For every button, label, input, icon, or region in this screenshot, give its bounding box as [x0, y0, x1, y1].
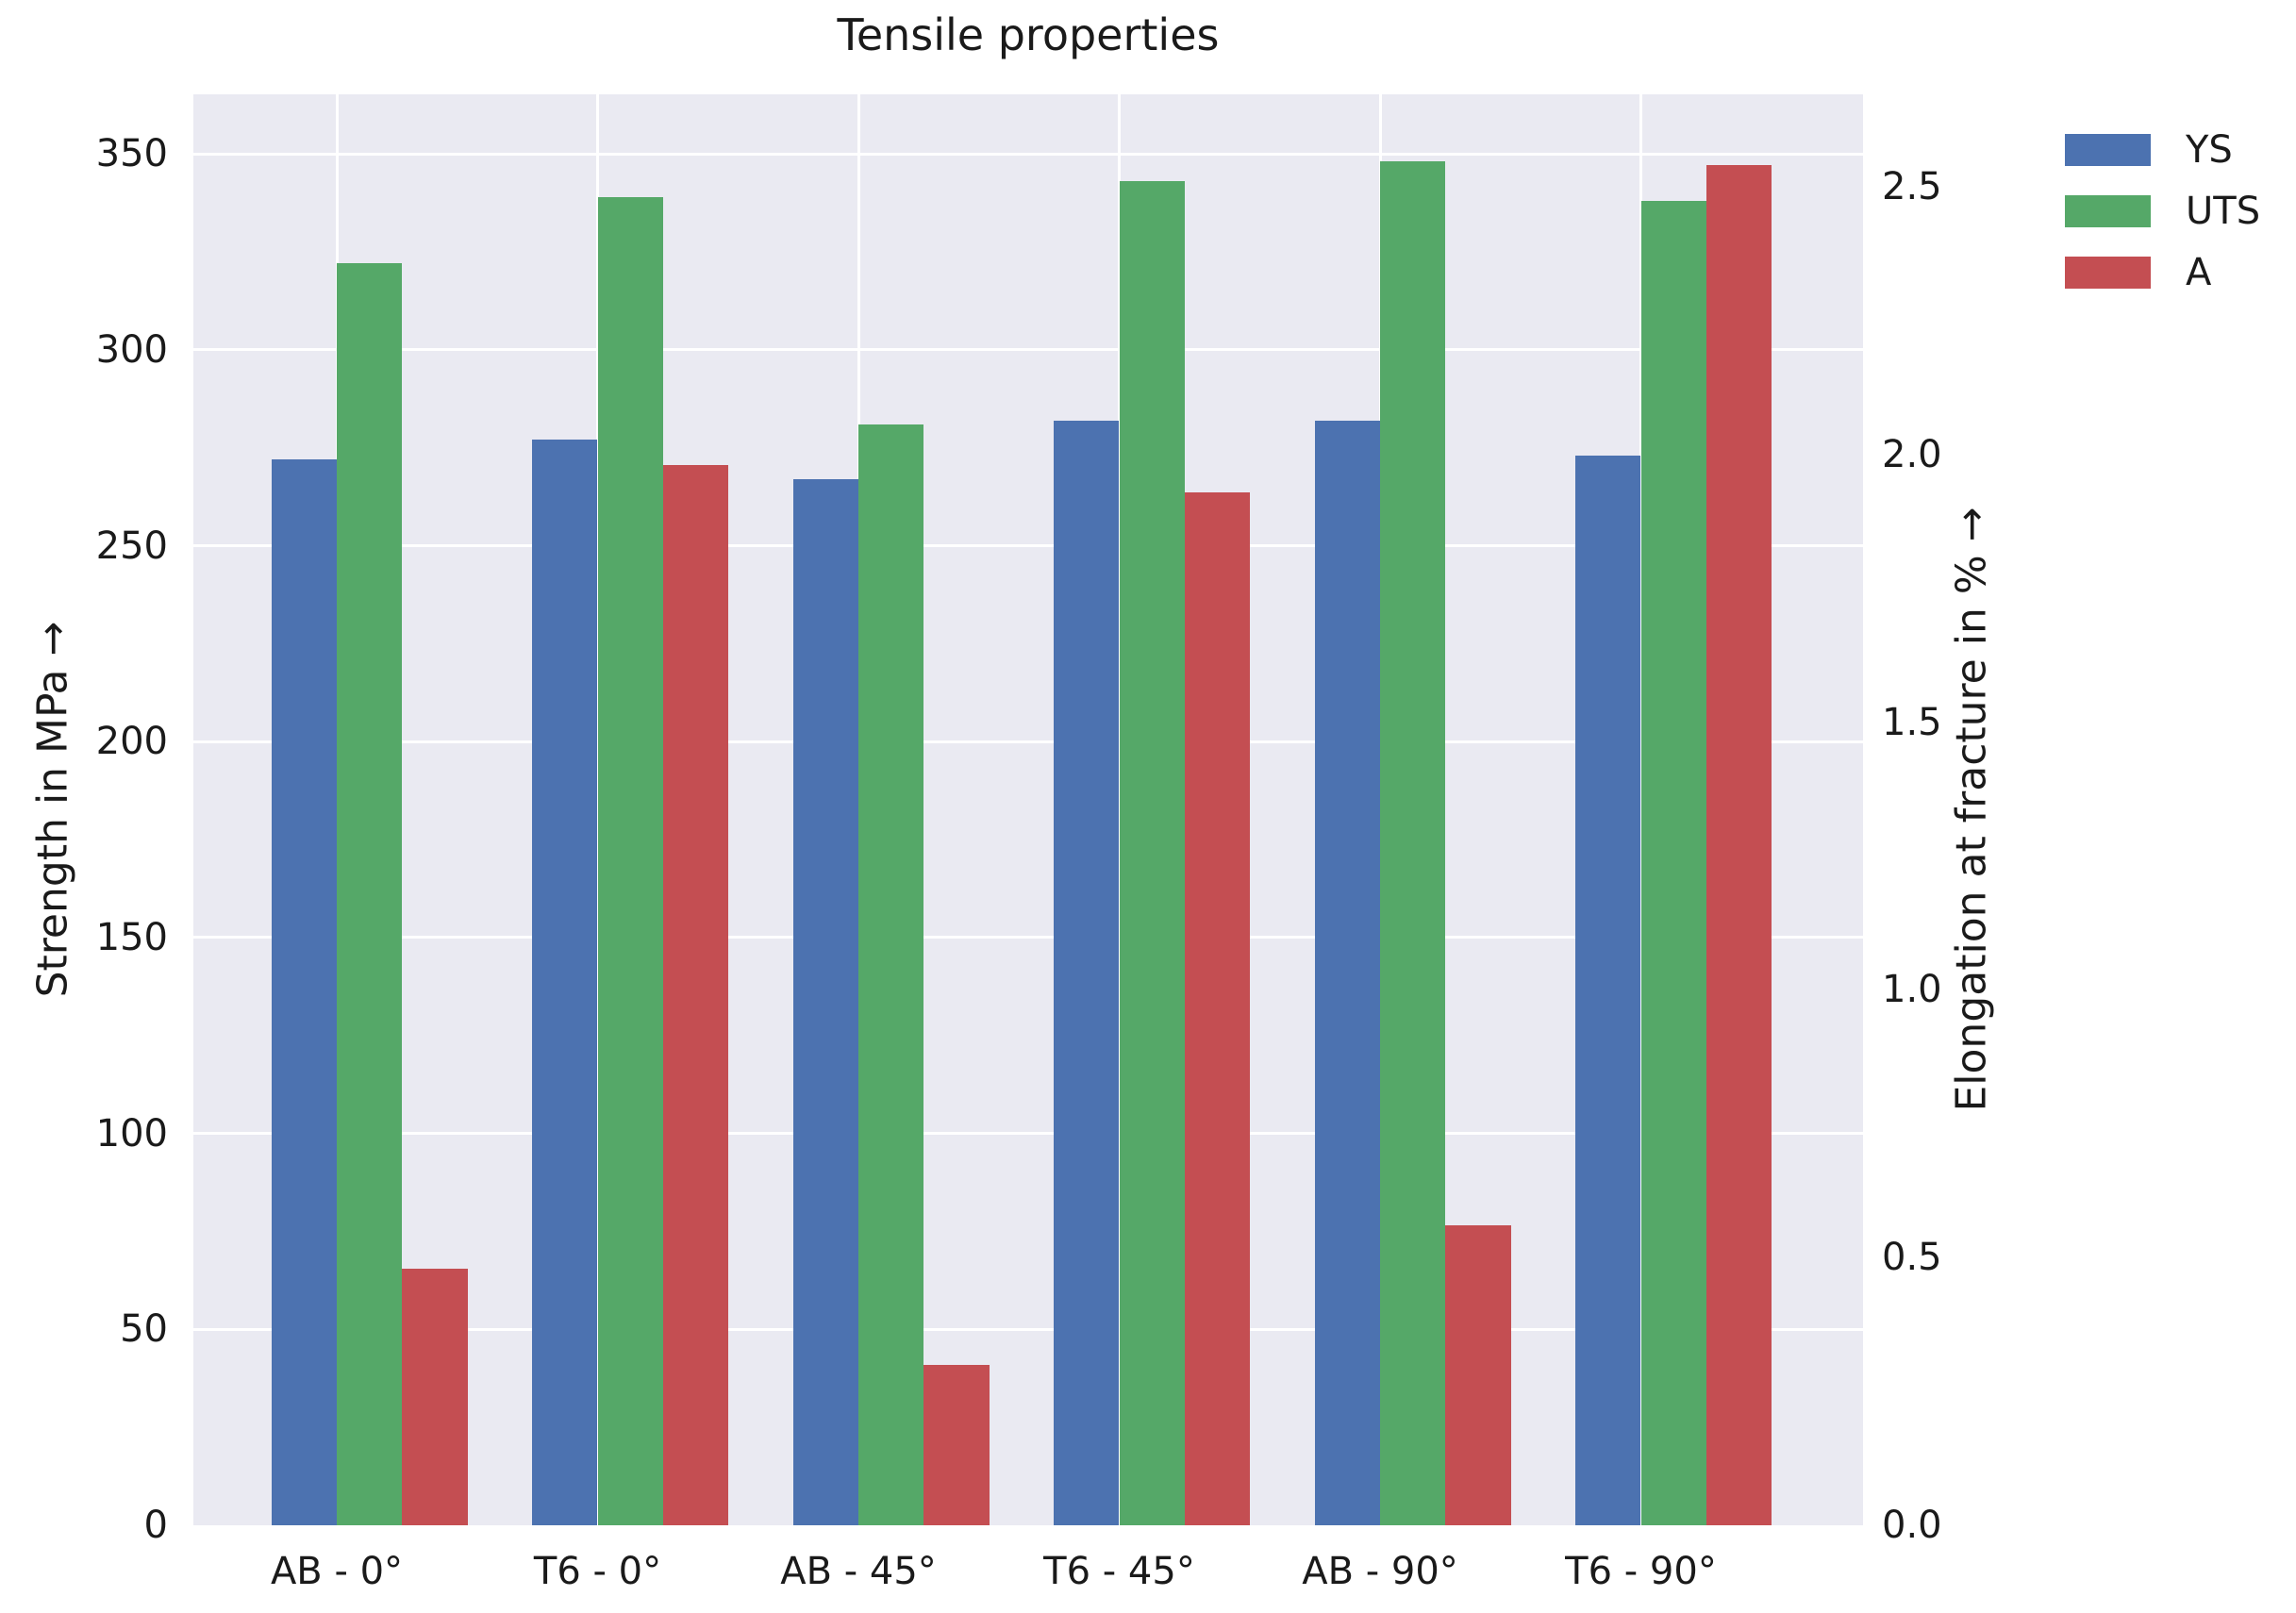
bar-uts-5	[1380, 161, 1446, 1525]
right-tick-label: 0.5	[1882, 1236, 1942, 1280]
bar-a-5	[1445, 1225, 1511, 1525]
h-gridline	[193, 936, 1863, 940]
h-gridline	[193, 348, 1863, 352]
h-gridline	[193, 1327, 1863, 1331]
left-tick-label: 0	[143, 1504, 168, 1547]
x-tick-label: AB - 45°	[780, 1550, 937, 1593]
plot-area	[193, 94, 1863, 1525]
right-tick-label: 2.0	[1882, 432, 1942, 476]
h-gridline	[193, 544, 1863, 548]
right-tick-label: 1.0	[1882, 968, 1942, 1012]
bar-ys-2	[532, 440, 598, 1525]
right-tick-label: 0.0	[1882, 1504, 1942, 1547]
right-tick-label: 1.5	[1882, 700, 1942, 744]
x-tick-label: AB - 90°	[1302, 1550, 1458, 1593]
legend: YS UTS A	[2065, 128, 2261, 318]
h-gridline	[193, 740, 1863, 743]
legend-row: UTS	[2065, 190, 2261, 233]
left-tick-label: 100	[95, 1111, 168, 1156]
legend-row: YS	[2065, 128, 2260, 172]
bar-ys-3	[792, 478, 858, 1525]
bar-uts-2	[597, 196, 663, 1525]
left-tick-label: 200	[95, 720, 168, 764]
x-tick-label: T6 - 0°	[533, 1550, 662, 1593]
h-gridline	[193, 152, 1863, 156]
bar-uts-6	[1640, 200, 1706, 1525]
bar-uts-3	[858, 424, 924, 1525]
bar-uts-1	[337, 263, 403, 1525]
bar-a-4	[1184, 491, 1251, 1525]
bar-a-6	[1705, 165, 1772, 1525]
legend-swatch-ys	[2065, 134, 2151, 166]
bar-ys-1	[271, 459, 337, 1525]
h-gridline	[193, 1132, 1863, 1136]
bar-ys-4	[1054, 420, 1120, 1525]
x-tick-label: AB - 0°	[270, 1550, 404, 1593]
right-tick-label: 2.5	[1882, 165, 1942, 209]
right-axis-label: Elongation at fracture in % →	[1947, 507, 1996, 1112]
bar-a-1	[402, 1268, 468, 1525]
bar-uts-4	[1119, 181, 1185, 1525]
bar-a-3	[923, 1364, 990, 1525]
bar-a-2	[662, 465, 729, 1525]
legend-row: A	[2065, 251, 2260, 294]
legend-swatch-uts	[2065, 195, 2151, 227]
legend-swatch-a	[2065, 257, 2151, 289]
legend-label: A	[2186, 251, 2212, 294]
bar-ys-6	[1575, 455, 1641, 1525]
legend-label: UTS	[2186, 190, 2261, 233]
left-tick-label: 250	[95, 524, 168, 568]
legend-label: YS	[2186, 128, 2233, 172]
left-tick-label: 300	[95, 327, 168, 372]
chart-title: Tensile properties	[837, 9, 1220, 60]
x-tick-label: T6 - 45°	[1043, 1550, 1195, 1593]
bar-ys-5	[1314, 420, 1380, 1525]
x-tick-label: T6 - 90°	[1565, 1550, 1717, 1593]
left-tick-label: 150	[95, 915, 168, 959]
left-tick-label: 50	[120, 1307, 168, 1352]
left-tick-label: 350	[95, 132, 168, 176]
